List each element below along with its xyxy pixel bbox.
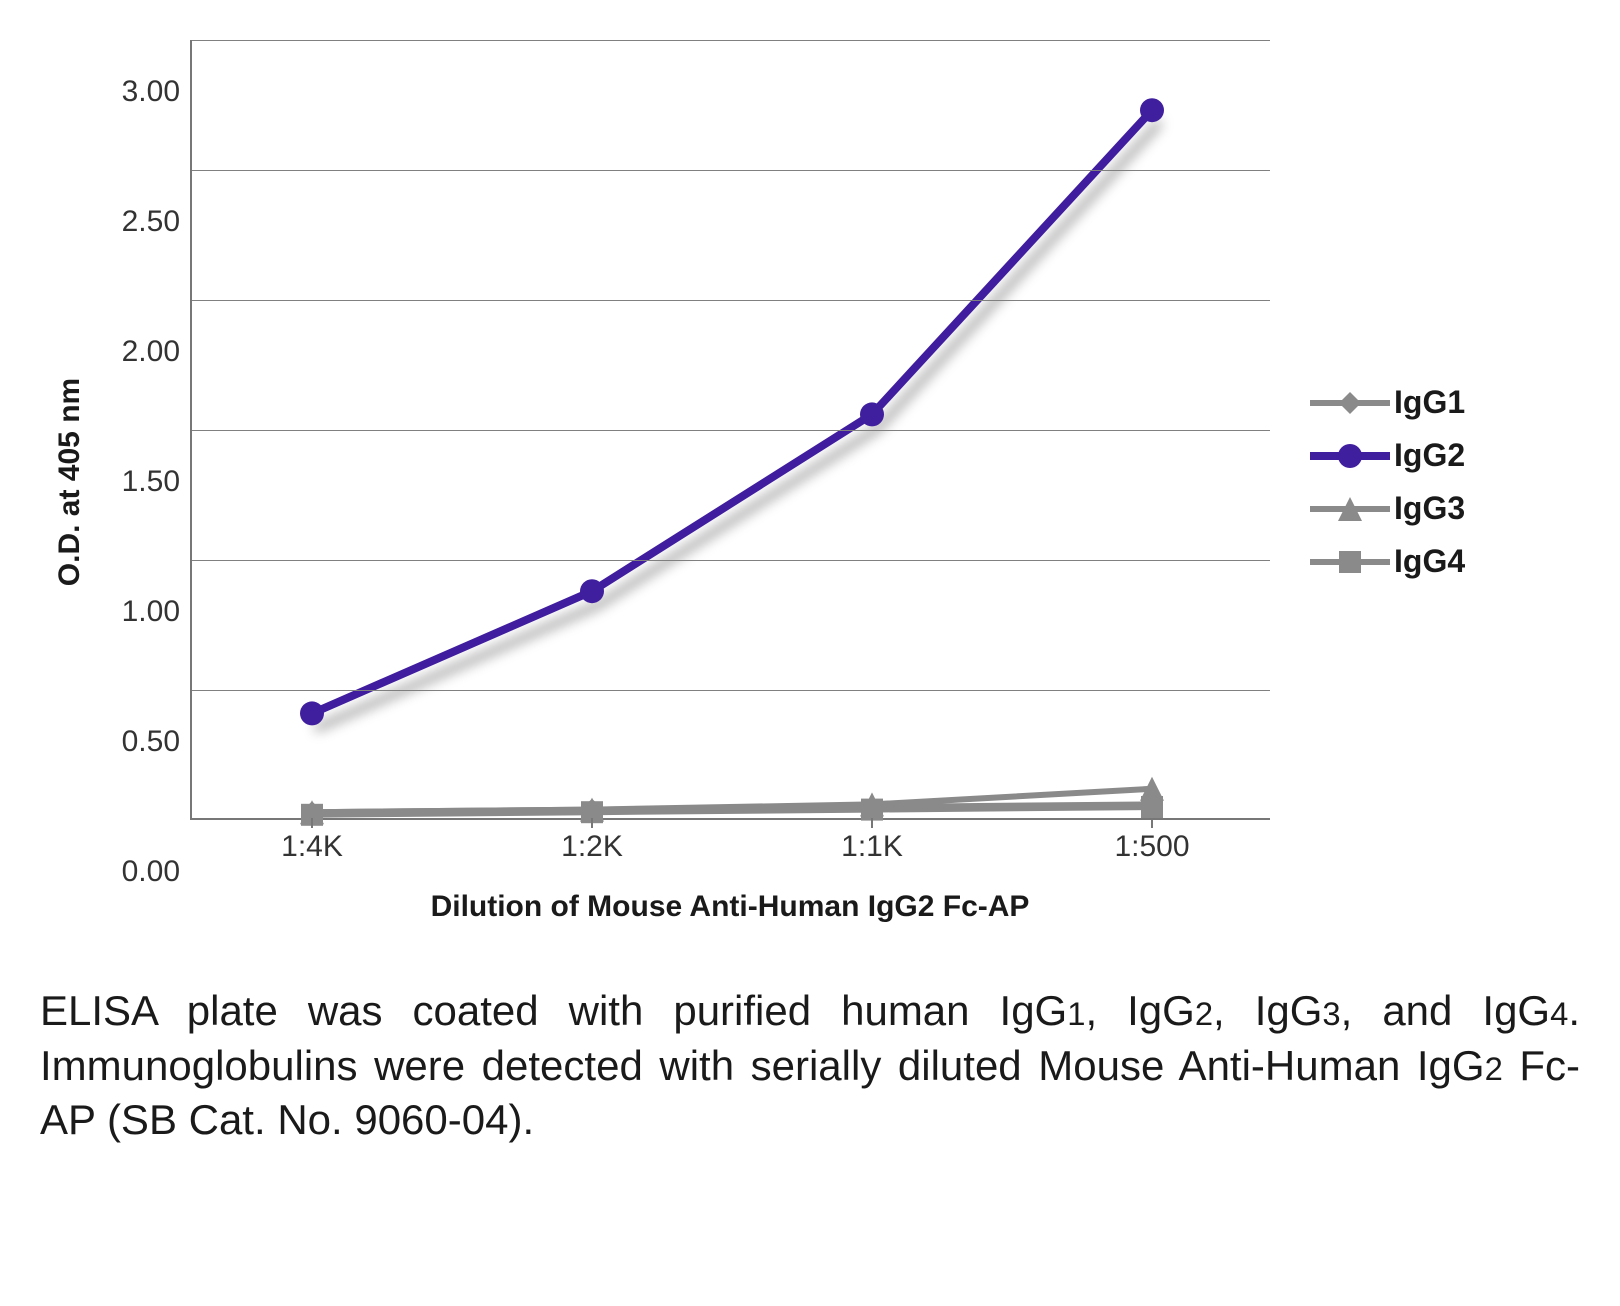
legend-swatch: [1310, 494, 1390, 524]
series-line-igg2: [312, 110, 1152, 713]
gridline-h: [192, 690, 1270, 691]
y-tick-label: 0.50: [122, 725, 180, 759]
x-axis-label: Dilution of Mouse Anti-Human IgG2 Fc-AP: [190, 890, 1270, 924]
y-axis-label: O.D. at 405 nm: [53, 378, 87, 586]
y-tick-label: 2.00: [122, 335, 180, 369]
series-marker-igg2: [1140, 98, 1164, 122]
x-tick-mark: [871, 818, 873, 828]
plot-area: 1:4K1:2K1:1K1:500: [190, 40, 1270, 820]
legend-label: IgG2: [1394, 437, 1465, 474]
y-tick-label: 1.50: [122, 465, 180, 499]
gridline-h: [192, 40, 1270, 41]
x-tick-mark: [591, 818, 593, 828]
y-tick-label: 3.00: [122, 75, 180, 109]
x-tick-label: 1:2K: [561, 830, 623, 864]
y-axis-ticks: 0.000.501.001.502.002.503.00: [100, 92, 190, 872]
gridline-h: [192, 170, 1270, 171]
x-tick-label: 1:4K: [281, 830, 343, 864]
y-axis-label-wrap: O.D. at 405 nm: [40, 465, 100, 499]
gridline-h: [192, 560, 1270, 561]
series-marker-igg4: [1141, 796, 1163, 818]
x-tick-mark: [311, 818, 313, 828]
series-marker-igg2: [860, 402, 884, 426]
legend-swatch: [1310, 441, 1390, 471]
elisa-figure: O.D. at 405 nm 0.00 0.50 1.00 1.50 2.00 2.50 3…: [40, 40, 1580, 1148]
y-tick-label: 1.00: [122, 595, 180, 629]
series-marker-igg2: [300, 701, 324, 725]
legend-label: IgG1: [1394, 384, 1465, 421]
legend-item-igg1: IgG1: [1310, 384, 1465, 421]
legend-label: IgG4: [1394, 543, 1465, 580]
x-tick-mark: [1151, 818, 1153, 828]
legend-item-igg4: IgG4: [1310, 543, 1465, 580]
figure-caption: ELISA plate was coated with purified hum…: [40, 984, 1580, 1148]
x-tick-label: 1:1K: [841, 830, 903, 864]
legend-label: IgG3: [1394, 490, 1465, 527]
chart-legend: IgG1 IgG2 IgG3 IgG4: [1310, 368, 1465, 596]
legend-item-igg2: IgG2: [1310, 437, 1465, 474]
y-tick-label: 2.50: [122, 205, 180, 239]
x-tick-label: 1:500: [1114, 830, 1189, 864]
chart-row: O.D. at 405 nm 0.00 0.50 1.00 1.50 2.00 2.50 3…: [40, 40, 1580, 924]
gridline-h: [192, 300, 1270, 301]
gridline-h: [192, 430, 1270, 431]
plot-column: 1:4K1:2K1:1K1:500 Dilution of Mouse Anti…: [190, 40, 1270, 924]
legend-swatch: [1310, 547, 1390, 577]
legend-item-igg3: IgG3: [1310, 490, 1465, 527]
series-marker-igg2: [580, 579, 604, 603]
y-tick-label: 0.00: [122, 855, 180, 889]
legend-swatch: [1310, 388, 1390, 418]
